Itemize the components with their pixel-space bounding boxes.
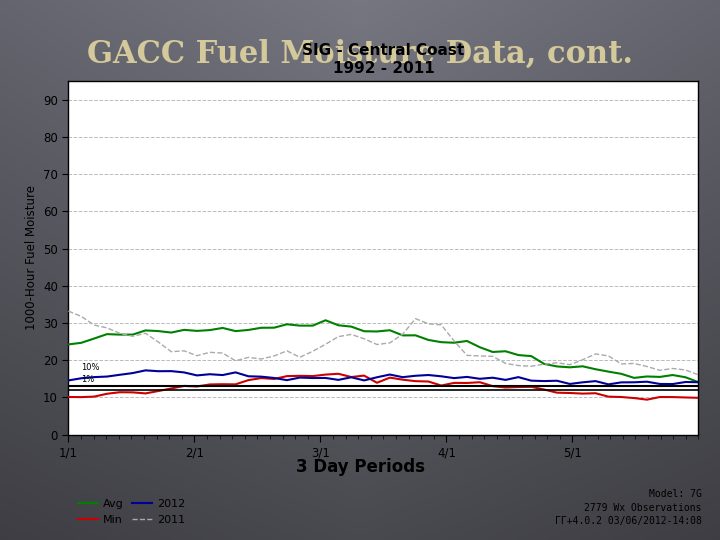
- Text: Model: 7G
2779 Wx Observations
ГГ+4.0.2 03/06/2012-14:08: Model: 7G 2779 Wx Observations ГГ+4.0.2 …: [555, 489, 702, 526]
- Text: 3 Day Periods: 3 Day Periods: [295, 458, 425, 476]
- Legend: Avg, Min, 2012, 2011: Avg, Min, 2012, 2011: [74, 495, 189, 529]
- Y-axis label: 1000-Hour Fuel Moisture: 1000-Hour Fuel Moisture: [24, 185, 37, 330]
- Text: GACC Fuel Moisture Data, cont.: GACC Fuel Moisture Data, cont.: [87, 38, 633, 70]
- Text: 1%: 1%: [81, 375, 94, 384]
- Text: 10%: 10%: [81, 362, 99, 372]
- Title: SIG - Central Coast
1992 - 2011: SIG - Central Coast 1992 - 2011: [302, 43, 464, 76]
